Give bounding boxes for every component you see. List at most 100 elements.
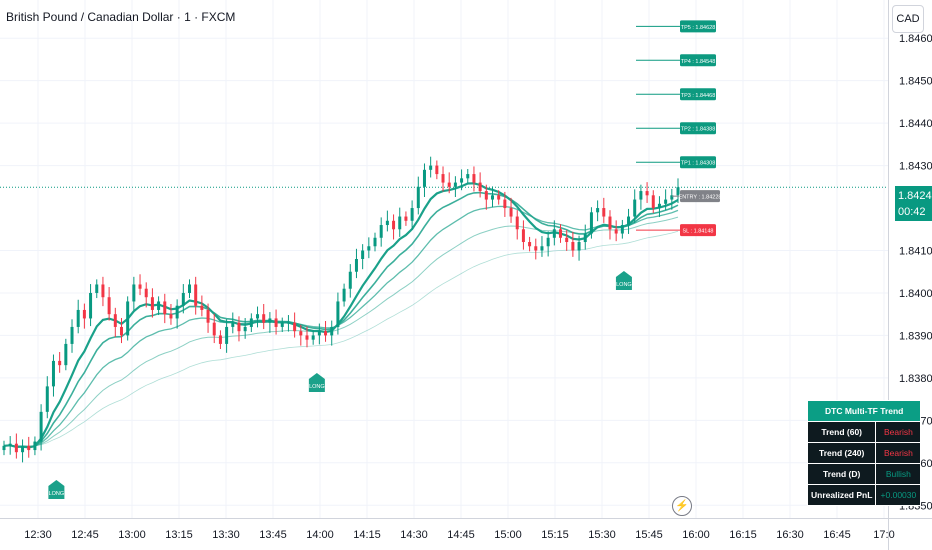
candle-body [262,314,266,323]
candle-body [645,191,649,196]
trade-level-box [680,156,716,169]
candle-body [138,284,142,289]
candle-body [188,284,192,293]
ema-line [3,216,679,447]
candle-body [429,165,433,170]
long-signal-label: LONG [49,491,65,497]
candlestick-series [2,156,680,463]
y-tick-label: 1.84000 [899,288,932,300]
candle-body [664,199,668,204]
candle-body [212,322,216,336]
candle-body [422,169,426,187]
bar-countdown: 00:42 [898,206,926,218]
candle-body [27,445,31,451]
x-tick-label: 17:0 [873,529,894,541]
candle-body [268,318,272,323]
candle-body [639,191,643,200]
candle-body [466,174,470,179]
x-tick-label: 14:15 [353,529,381,541]
candle-body [274,318,278,327]
candle-body [620,225,624,234]
candle-body [373,237,377,247]
candle-body [627,216,631,226]
currency-button[interactable]: CAD [892,5,924,33]
candle-body [58,360,62,366]
candle-body [404,216,408,221]
candle-body [126,301,130,336]
last-price-tag: 1.84249 00:42 [895,186,932,221]
candle-body [342,288,346,302]
trade-levels: TP5 : 1.84628 TP4 : 1.84548 TP3 : 1.84468 T… [636,20,721,237]
ema-line [3,182,679,449]
candle-body [119,326,123,336]
candle-body [305,335,309,340]
candle-body [225,326,229,344]
candle-body [2,445,6,451]
candle-body [311,335,315,340]
candle-body [460,178,464,183]
y-tick-label: 1.84100 [899,246,932,258]
candle-body [447,182,451,187]
candle-body [379,225,383,238]
candle-body [132,284,136,302]
candle-body [206,309,210,323]
x-tick-label: 13:15 [165,529,193,541]
trade-level-box [680,54,716,67]
candle-body [317,331,321,336]
trend-row: Trend (240) Bearish [806,442,922,464]
trade-level-label: SL : 1.84148 [683,229,714,235]
candle-body [540,246,544,251]
candle-body [608,216,612,230]
trade-level-label: TP5 : 1.84628 [681,25,716,31]
candle-body [8,443,12,446]
candle-body [392,220,396,230]
candle-body [528,242,532,247]
trade-level-box [680,20,716,33]
x-tick-label: 16:15 [729,529,757,541]
candle-body [410,208,414,221]
ema-line [3,230,679,447]
trade-level-label: TP4 : 1.84548 [681,59,716,65]
candle-body [367,246,371,251]
x-tick-label: 13:00 [118,529,146,541]
candle-body [218,335,222,344]
x-tick-label: 13:30 [212,529,240,541]
trade-level-box [680,88,716,101]
candle-body [194,284,198,306]
candle-body [633,199,637,217]
candle-body [534,246,538,251]
candle-body [82,309,86,319]
x-tick-label: 16:45 [823,529,851,541]
candle-body [546,237,550,247]
chart-grid [0,0,888,518]
candle-body [336,301,340,327]
candle-body [670,195,674,200]
lightning-icon[interactable]: ⚡ [672,496,692,516]
ema-ribbon [3,182,679,449]
trade-level-label: TP1 : 1.84308 [681,161,716,167]
candle-body [614,229,618,234]
trend-row-value: Bullish [875,463,922,485]
candle-body [361,250,365,259]
y-tick-label: 1.84300 [899,161,932,173]
candle-body [478,182,482,192]
ema-line [3,205,679,448]
trade-level-box [680,190,720,203]
candle-body [70,326,74,344]
trend-row: Trend (D) Bullish [806,463,922,485]
signal-labels: LONG LONG LONG [48,271,632,499]
x-tick-label: 16:30 [776,529,804,541]
trade-level-label: TP3 : 1.84468 [681,93,716,99]
candle-body [45,386,49,412]
candle-body [385,220,389,226]
x-tick-label: 15:30 [588,529,616,541]
candle-body [453,182,457,187]
trend-table: DTC Multi-TF Trend Trend (60) Bearish Tren… [806,400,922,506]
ema-line [3,191,679,448]
trade-level-label: TP2 : 1.84388 [681,127,716,133]
candle-body [589,212,593,234]
candle-body [324,331,328,336]
symbol-title[interactable]: British Pound / Canadian Dollar · 1 · FX… [6,10,236,24]
candle-body [280,322,284,327]
